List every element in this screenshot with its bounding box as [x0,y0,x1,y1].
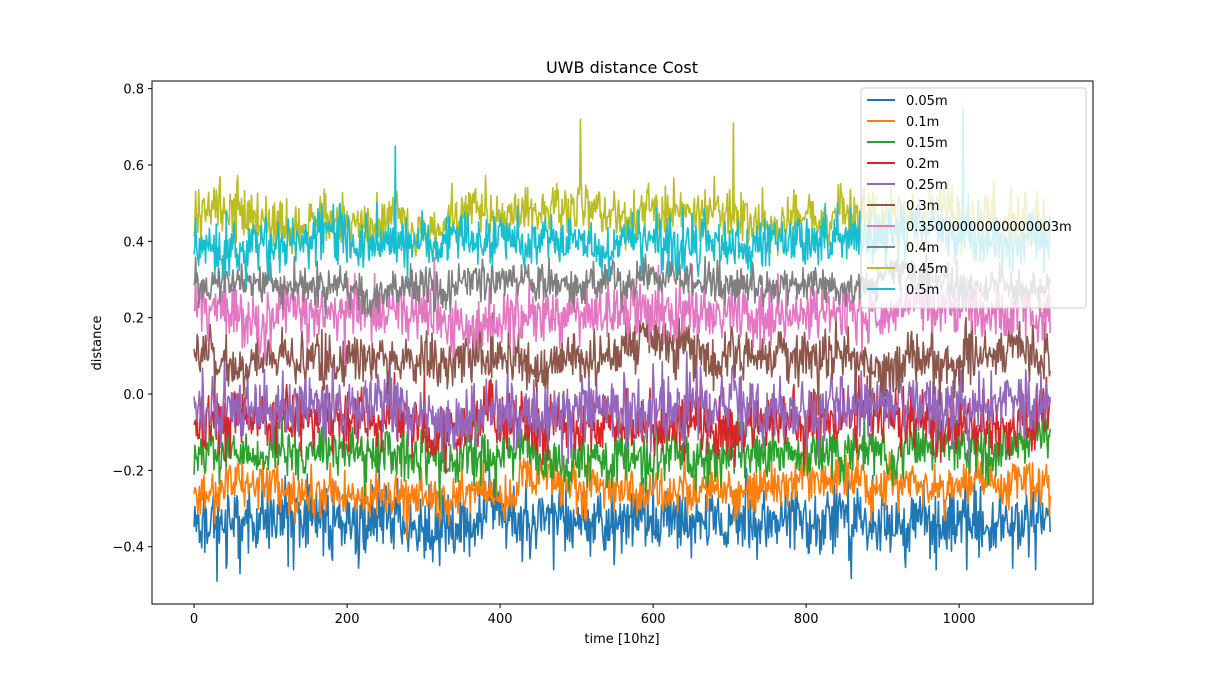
y-tick-label-4: 0.4 [123,235,144,250]
x-tick-label-2: 400 [488,612,513,627]
legend-label-0: 0.05m [906,94,948,109]
axes: 0 200 400 600 800 1000 −0.4 −0.2 0.0 0.2 0.4 0.6 0.8 [112,80,1094,627]
x-tick-label-4: 800 [794,612,819,627]
legend: 0.05m 0.1m 0.15m 0.2m 0.25m 0.3m 0.35000000000… [860,87,1087,309]
x-tick-label-0: 0 [190,612,198,627]
y-tick-label-1: −0.2 [112,464,144,479]
series-line-0 [193,467,1051,582]
series-line-4 [193,349,1051,469]
x-axis-label: time [10hz] [584,632,659,647]
y-tick-label-2: 0.0 [123,388,144,403]
series-line-1 [193,438,1051,540]
legend-label-1: 0.1m [906,115,939,130]
legend-label-2: 0.15m [906,136,948,151]
y-tick-label-6: 0.8 [123,83,144,98]
y-tick-label-3: 0.2 [123,312,144,327]
y-tick-label-5: 0.6 [123,159,144,174]
x-tick-label-5: 1000 [943,612,976,627]
legend-label-8: 0.45m [906,262,948,277]
y-tick-label-0: −0.4 [112,541,144,556]
y-axis-label: distance [90,315,105,370]
legend-label-7: 0.4m [906,241,939,256]
chart-title: UWB distance Cost [546,58,698,77]
legend-label-6: 0.35000000000000003m [906,220,1072,235]
legend-label-3: 0.2m [906,157,939,172]
legend-label-4: 0.25m [906,178,948,193]
x-tick-label-1: 200 [335,612,360,627]
legend-box [860,87,1087,309]
series-line-5 [193,304,1051,416]
legend-label-9: 0.5m [906,283,939,298]
axes-frame [151,80,1094,605]
legend-label-5: 0.3m [906,199,939,214]
x-tick-label-3: 600 [641,612,666,627]
